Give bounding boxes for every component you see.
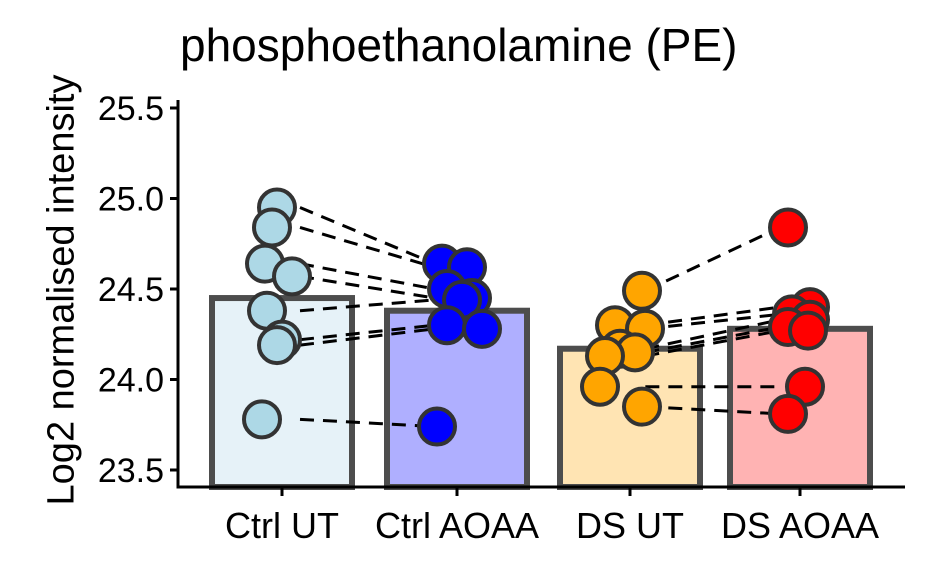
y-tick-label: 23.5 — [98, 452, 164, 490]
x-tick-label: Ctrl AOAA — [375, 505, 539, 546]
x-tick-label: DS UT — [576, 505, 684, 546]
pair-line — [300, 276, 435, 298]
pair-line — [300, 208, 435, 264]
data-point — [429, 307, 465, 343]
data-point — [244, 401, 280, 437]
data-point — [790, 313, 826, 349]
y-tick-label: 25.5 — [98, 90, 164, 128]
pair-line — [645, 227, 780, 290]
data-point — [464, 311, 500, 347]
pair-line — [300, 264, 435, 289]
data-point — [624, 273, 660, 309]
data-point — [624, 389, 660, 425]
pair-line — [300, 227, 435, 267]
data-point — [274, 258, 310, 294]
x-tick-label: DS AOAA — [721, 505, 879, 546]
data-point — [582, 369, 618, 405]
data-point — [419, 409, 455, 445]
data-point — [770, 209, 806, 245]
data-point — [254, 209, 290, 245]
x-tick-label: Ctrl UT — [225, 505, 339, 546]
data-point — [259, 327, 295, 363]
y-tick-label: 24.5 — [98, 271, 164, 309]
data-point — [770, 396, 806, 432]
y-tick-label: 25.0 — [98, 181, 164, 219]
y-tick-label: 24.0 — [98, 362, 164, 400]
